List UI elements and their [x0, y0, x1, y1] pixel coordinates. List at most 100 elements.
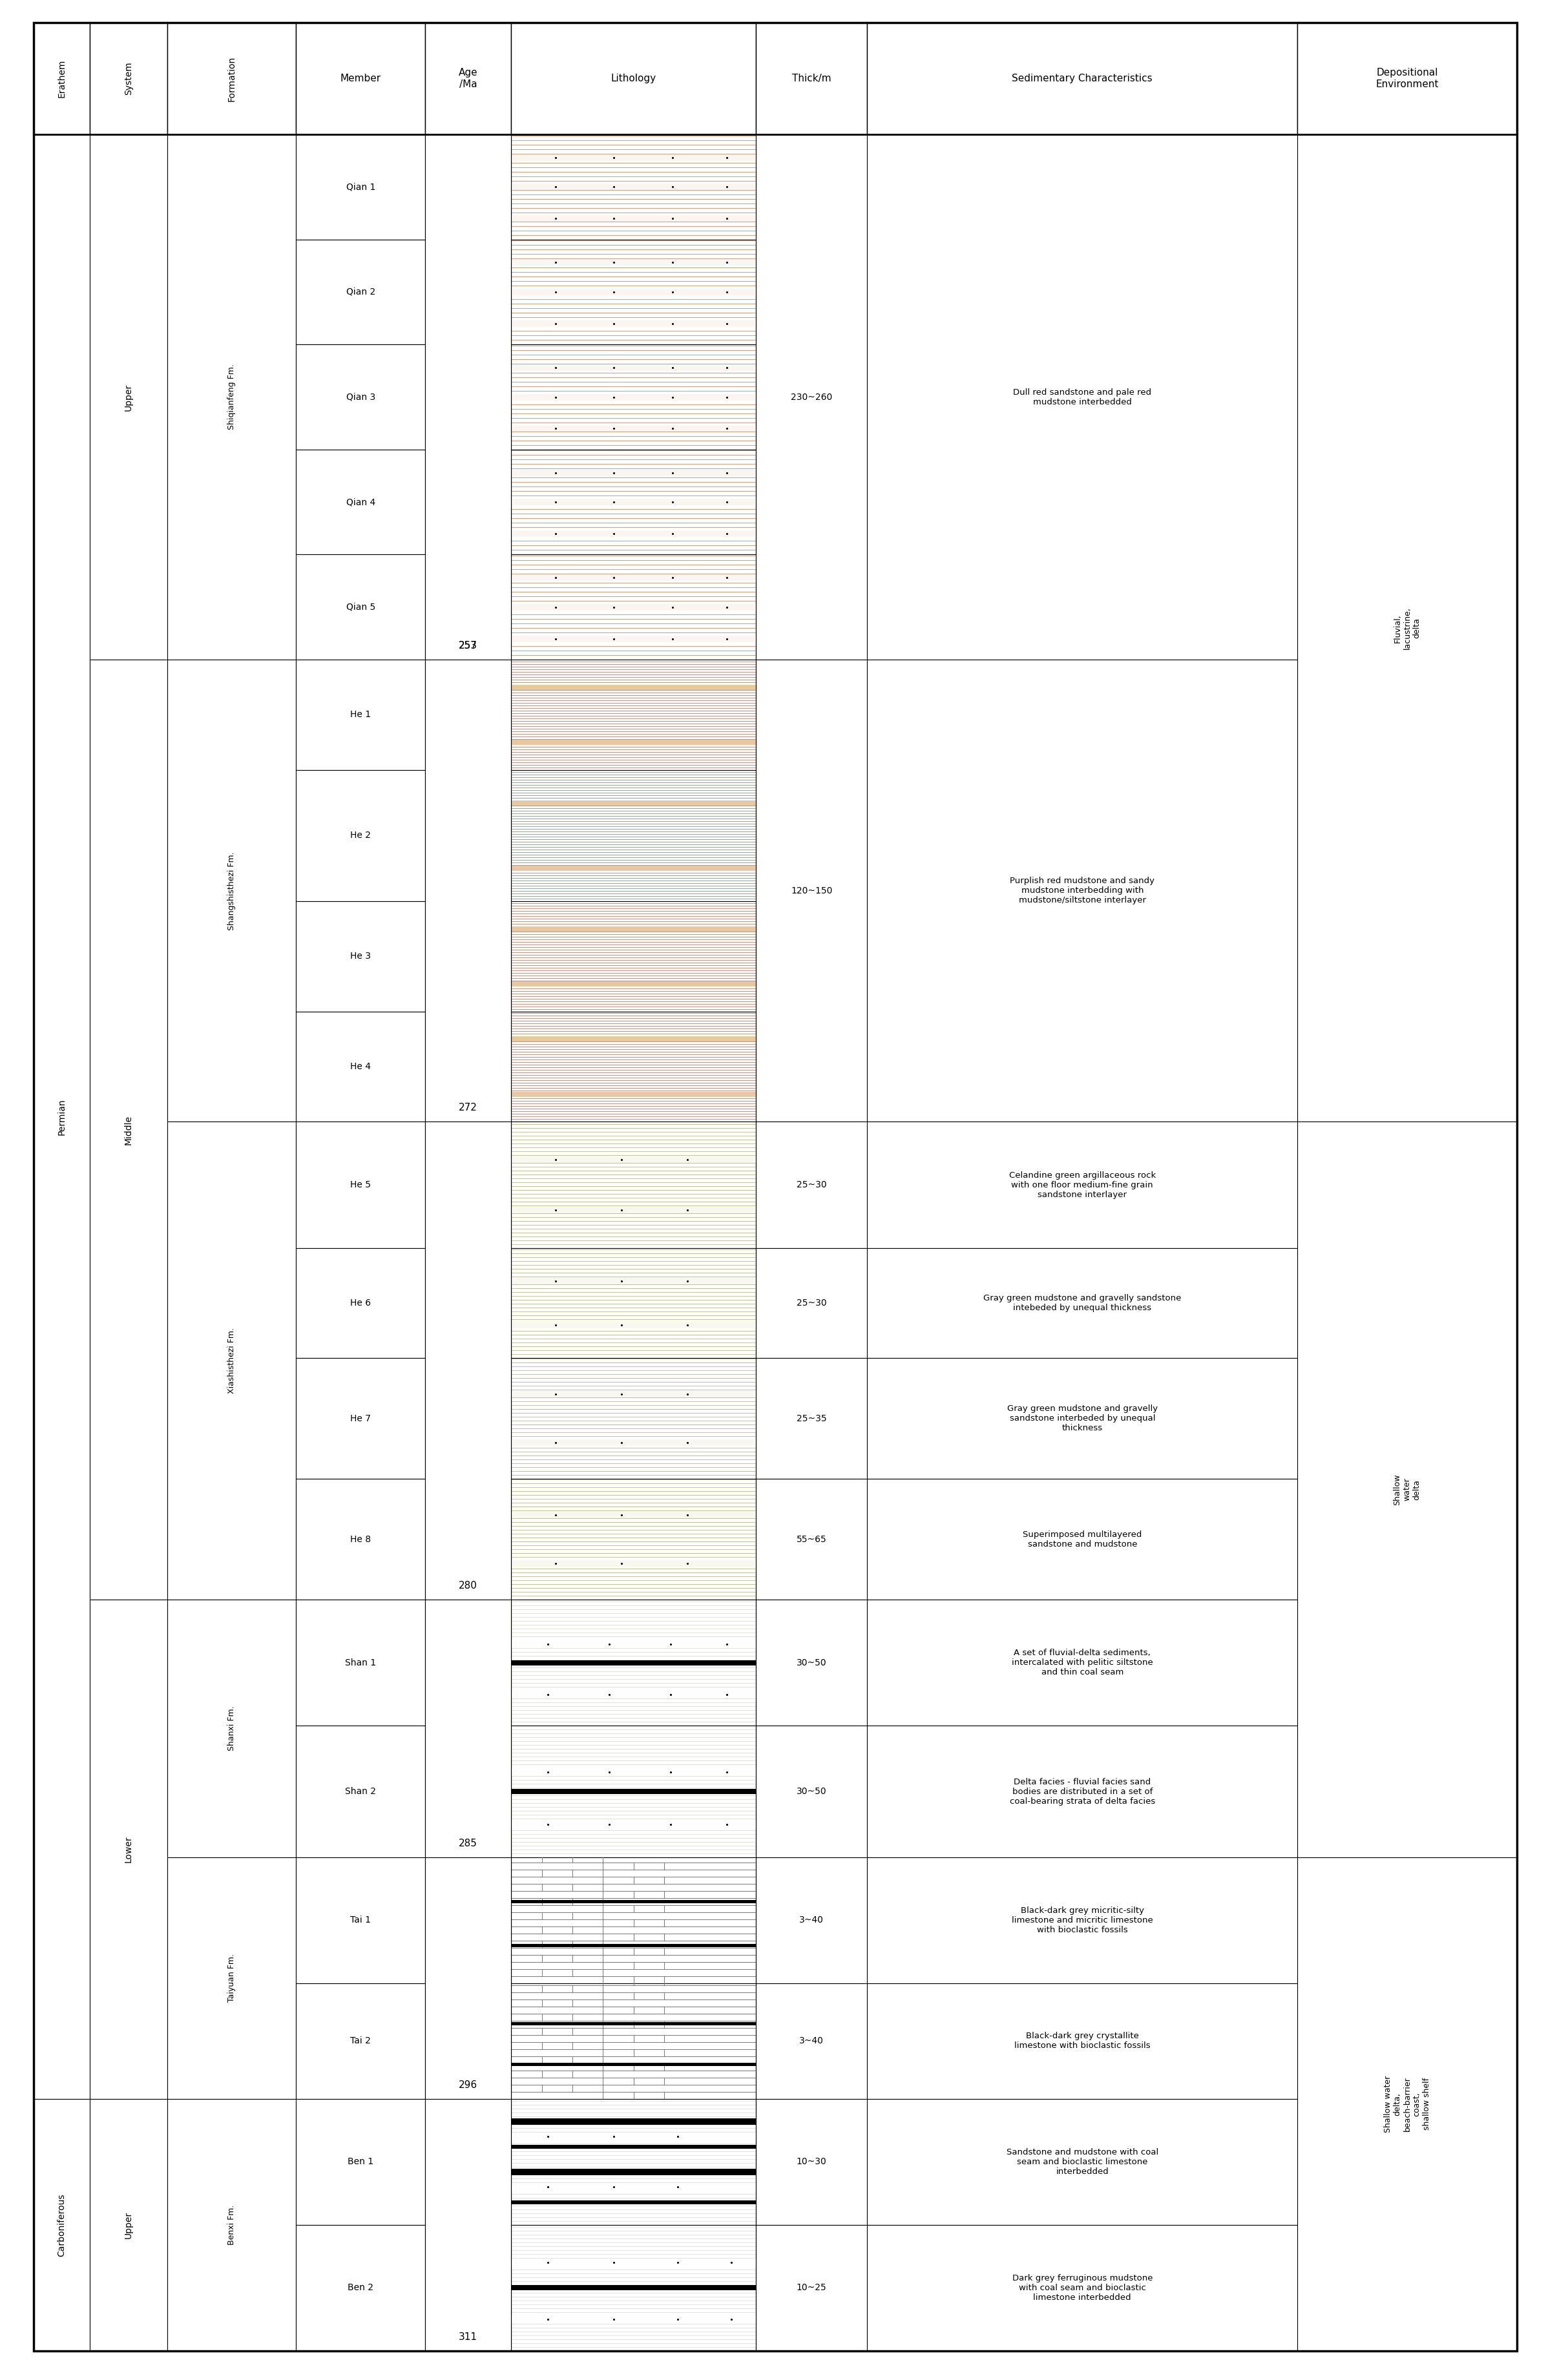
Bar: [512, 345, 756, 450]
Bar: [756, 1247, 867, 1359]
Bar: [512, 531, 756, 538]
Bar: [512, 1561, 756, 1566]
Bar: [512, 1321, 756, 1328]
Text: 10~25: 10~25: [796, 2282, 827, 2292]
Text: Formation: Formation: [227, 55, 237, 102]
Text: Qian 2: Qian 2: [346, 288, 376, 298]
Bar: [867, 769, 1297, 902]
Bar: [512, 1092, 756, 1097]
Bar: [867, 345, 1297, 450]
Text: Fluvial,
lacustrine,
delta: Fluvial, lacustrine, delta: [1393, 607, 1421, 650]
Bar: [425, 2099, 512, 2351]
Bar: [512, 2259, 756, 2266]
Bar: [512, 876, 756, 888]
Bar: [512, 1661, 756, 1666]
Text: Shan 1: Shan 1: [345, 1659, 376, 1668]
Bar: [512, 935, 756, 945]
Bar: [512, 1000, 756, 1012]
Bar: [90, 2099, 167, 2351]
Bar: [756, 450, 867, 555]
Bar: [297, 1983, 425, 2099]
Bar: [512, 681, 756, 693]
Bar: [512, 469, 756, 476]
Bar: [512, 957, 756, 966]
Bar: [425, 1012, 512, 1121]
Bar: [512, 978, 756, 990]
Bar: [425, 659, 512, 1121]
Bar: [756, 2225, 867, 2351]
Bar: [512, 1121, 756, 1247]
Bar: [512, 133, 756, 240]
Bar: [867, 1726, 1297, 1856]
Bar: [867, 902, 1297, 1012]
Bar: [425, 450, 512, 555]
Bar: [512, 635, 756, 643]
Bar: [512, 659, 756, 769]
Bar: [297, 659, 425, 769]
Bar: [425, 133, 512, 659]
Bar: [512, 1511, 756, 1518]
Bar: [867, 1983, 1297, 2099]
Bar: [297, 1121, 425, 1247]
Text: 30~50: 30~50: [796, 1787, 827, 1797]
Bar: [512, 2225, 756, 2351]
Text: He 6: He 6: [351, 1299, 371, 1307]
Bar: [512, 1045, 756, 1057]
Bar: [512, 769, 756, 783]
Text: Dark grey ferruginous mudstone
with coal seam and bioclastic
limestone interbedd: Dark grey ferruginous mudstone with coal…: [1013, 2273, 1153, 2301]
Text: Lower: Lower: [124, 1835, 133, 1864]
Text: Shan 2: Shan 2: [345, 1787, 376, 1797]
Bar: [512, 2063, 756, 2066]
Bar: [512, 902, 756, 1012]
Text: He 5: He 5: [351, 1180, 371, 1190]
Bar: [756, 902, 867, 1012]
Bar: [512, 1012, 756, 1121]
Bar: [512, 1944, 756, 1947]
Bar: [756, 555, 867, 659]
Bar: [297, 345, 425, 450]
Text: He 2: He 2: [351, 831, 371, 840]
Text: Upper: Upper: [124, 383, 133, 412]
Bar: [512, 2316, 756, 2323]
Bar: [512, 1790, 756, 1795]
Bar: [512, 450, 756, 555]
Bar: [867, 1121, 1297, 1247]
Text: 230~260: 230~260: [792, 393, 832, 402]
Bar: [512, 1033, 756, 1045]
Text: Tai 1: Tai 1: [351, 1916, 371, 1925]
Bar: [425, 133, 512, 240]
Bar: [512, 1078, 756, 1088]
Bar: [167, 1856, 297, 2099]
Bar: [756, 1726, 867, 1856]
Bar: [512, 800, 756, 804]
Bar: [167, 2099, 297, 2351]
Bar: [867, 1599, 1297, 1726]
Bar: [425, 1599, 512, 1726]
Bar: [167, 24, 297, 133]
Text: Shallow
water
delta: Shallow water delta: [1393, 1473, 1421, 1504]
Text: He 7: He 7: [351, 1414, 371, 1423]
Bar: [512, 769, 756, 902]
Bar: [425, 240, 512, 345]
Bar: [34, 133, 90, 2099]
Bar: [512, 345, 756, 450]
Text: He 8: He 8: [351, 1535, 371, 1545]
Text: Thick/m: Thick/m: [792, 74, 832, 83]
Bar: [512, 726, 756, 738]
Text: Erathem: Erathem: [57, 60, 66, 98]
Bar: [512, 183, 756, 190]
Bar: [90, 659, 167, 1599]
Bar: [34, 2099, 90, 2351]
Bar: [512, 704, 756, 714]
Bar: [512, 1983, 756, 2099]
Text: Shangshisthezi Fm.: Shangshisthezi Fm.: [227, 852, 237, 931]
Bar: [512, 1392, 756, 1397]
Text: Middle: Middle: [124, 1114, 133, 1145]
Bar: [867, 1121, 1297, 1247]
Bar: [512, 757, 756, 769]
Bar: [512, 890, 756, 902]
Bar: [867, 659, 1297, 769]
Bar: [425, 1478, 512, 1599]
Bar: [512, 990, 756, 1000]
Bar: [512, 240, 756, 345]
